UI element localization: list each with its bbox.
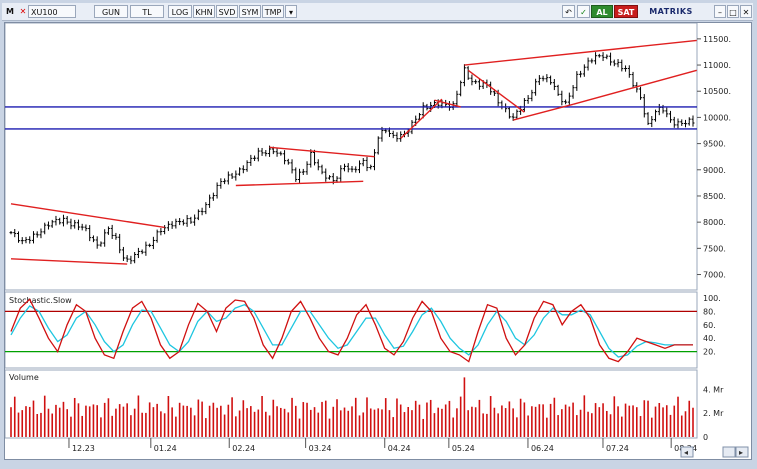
khn-button[interactable]: KHN xyxy=(193,5,215,18)
svd-button[interactable]: SVD xyxy=(216,5,238,18)
scroll-left-button[interactable] xyxy=(680,446,694,458)
price-y-tick-label: 9000. xyxy=(703,166,726,175)
trendlines xyxy=(10,39,697,265)
price-y-tick-label: 8500. xyxy=(703,192,726,201)
price-y-tick-label: 10500. xyxy=(703,87,731,96)
trendline xyxy=(464,39,697,66)
volume-y-tick-label: 0 xyxy=(703,433,708,442)
stochastic-series xyxy=(5,298,697,363)
price-y-tick-label: 10000. xyxy=(703,113,731,122)
symbol-field[interactable]: XU100 xyxy=(28,5,76,18)
stochastic-y-tick-label: 60. xyxy=(703,321,716,330)
check-icon[interactable]: ✓ xyxy=(577,5,590,18)
volume-title: Volume xyxy=(9,373,39,382)
trendline xyxy=(434,99,461,108)
price-y-tick-label: 8000. xyxy=(703,218,726,227)
stochastic-y-tick-label: 100. xyxy=(703,294,721,303)
toolbar: M ✕ XU100 GUN TL LOG KHN SVD SYM TMP ▾ ↶… xyxy=(2,3,753,21)
trendline xyxy=(512,103,574,121)
stochastic-d-line xyxy=(10,303,693,358)
stochastic-y-tick-label: 80. xyxy=(703,307,716,316)
trendline xyxy=(10,203,165,229)
trendline xyxy=(572,69,697,105)
volume-bars xyxy=(10,377,694,437)
menu-button[interactable]: M xyxy=(6,7,14,16)
horizontal-levels xyxy=(5,106,697,130)
x-axis-label: 03.24 xyxy=(309,444,332,453)
chart-svg[interactable]: Stochastic.Slow Volume 7000. 7500. 8000. 85… xyxy=(5,23,751,459)
price-y-tick-label: 7500. xyxy=(703,244,726,253)
brand-label: MATRIKS xyxy=(649,7,693,16)
period-button[interactable]: GUN xyxy=(94,5,128,18)
trendline xyxy=(235,180,364,187)
price-y-tick-label: 9500. xyxy=(703,140,726,149)
close-window-icon[interactable]: ✕ xyxy=(740,5,752,18)
currency-button[interactable]: TL xyxy=(130,5,164,18)
undo-icon[interactable]: ↶ xyxy=(562,5,575,18)
scroll-controls[interactable]: ◂ ▸ xyxy=(680,446,749,458)
stochastic-k-line xyxy=(10,298,693,363)
buy-button[interactable]: AL xyxy=(591,5,613,18)
x-axis-label: 04.24 xyxy=(388,444,411,453)
price-panel xyxy=(5,23,698,291)
scroll-stop-button[interactable] xyxy=(722,446,736,458)
price-y-tick-label: 7000. xyxy=(703,271,726,280)
volume-y-tick-label: 4. Mr xyxy=(703,385,724,394)
volume-y-tick-label: 2. Mr xyxy=(703,409,724,418)
dropdown-arrow-icon[interactable]: ▾ xyxy=(285,5,297,18)
stochastic-y-tick-label: 40. xyxy=(703,334,716,343)
stochastic-title: Stochastic.Slow xyxy=(9,296,72,305)
x-axis-label: 06.24 xyxy=(531,444,554,453)
price-y-tick-label: 11000. xyxy=(703,61,731,70)
sell-button[interactable]: SAT xyxy=(614,5,638,18)
tmp-button[interactable]: TMP xyxy=(262,5,284,18)
price-y-tick-label: 11500. xyxy=(703,35,731,44)
maximize-icon[interactable]: □ xyxy=(727,5,739,18)
x-axis-label: 01.24 xyxy=(154,444,177,453)
chart-frame: Stochastic.Slow Volume 7000. 7500. 8000. 85… xyxy=(4,22,752,460)
sym-button[interactable]: SYM xyxy=(239,5,261,18)
trendline xyxy=(10,258,128,265)
log-scale-button[interactable]: LOG xyxy=(168,5,192,18)
scroll-left-icon: ◂ xyxy=(684,448,688,457)
trendline xyxy=(467,69,525,113)
trendline xyxy=(400,98,443,139)
stochastic-y-tick-label: 20. xyxy=(703,348,716,357)
close-icon[interactable]: ✕ xyxy=(19,7,27,16)
x-axis-label: 05.24 xyxy=(452,444,475,453)
axis-labels: 7000. 7500. 8000. 8500. 9000. 9500. 10000. 1050… xyxy=(68,35,731,453)
x-axis-label: 02.24 xyxy=(232,444,255,453)
x-axis-label: 12.23 xyxy=(72,444,95,453)
minimize-icon[interactable]: – xyxy=(714,5,726,18)
x-axis-label: 07.24 xyxy=(606,444,629,453)
scroll-right-icon: ▸ xyxy=(739,448,743,457)
price-series xyxy=(9,52,695,265)
trendline xyxy=(269,146,375,158)
scroll-right-button[interactable] xyxy=(735,446,749,458)
